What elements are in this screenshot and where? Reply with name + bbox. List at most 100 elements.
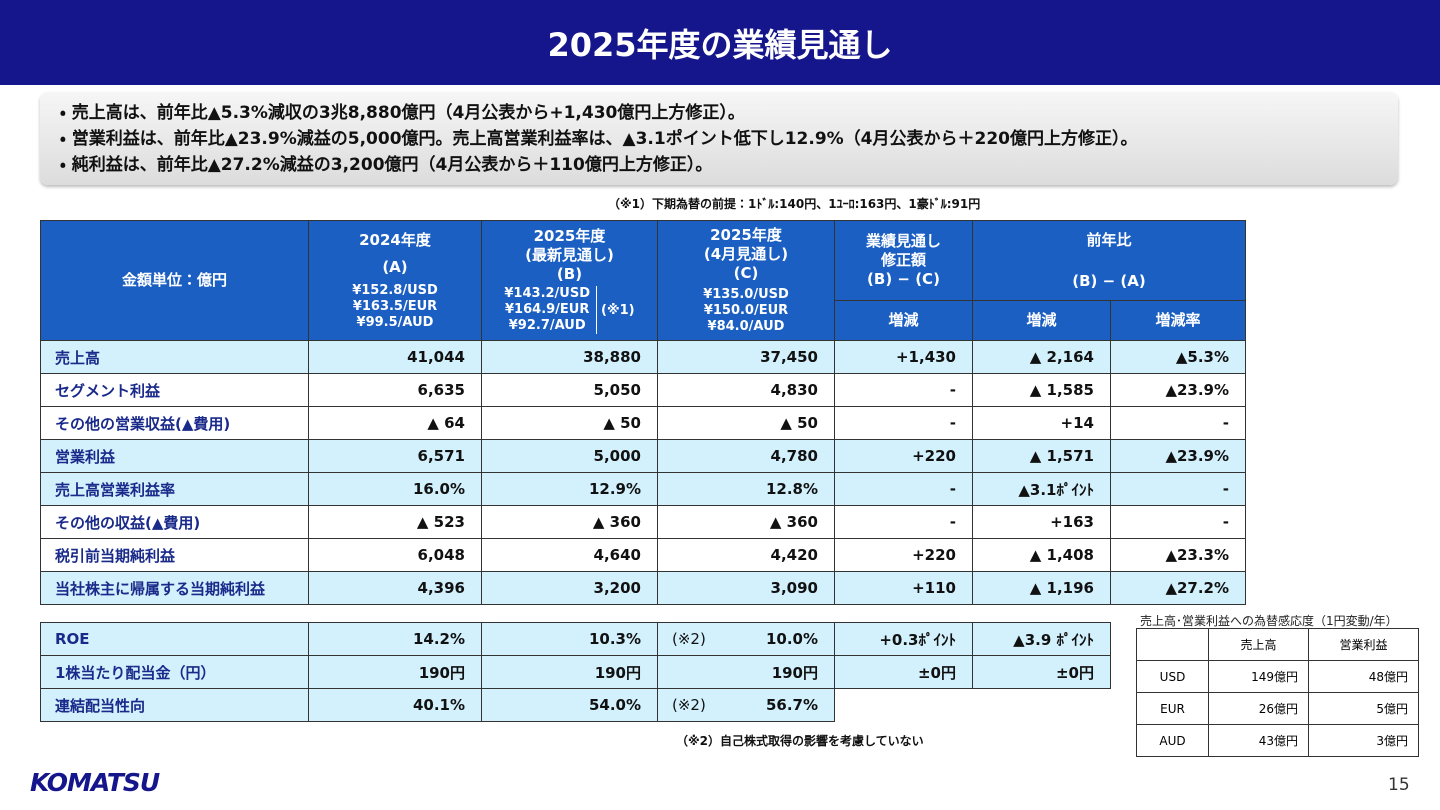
row-label: ROE <box>40 622 309 656</box>
value: 56.7% <box>765 696 818 714</box>
header-cell: 2025年度 (最新見通し) (B) ¥143.2/USD ¥164.9/EUR ¥92.… <box>481 220 658 341</box>
rate: ¥92.7/AUD <box>508 318 586 333</box>
table-row: 売上高営業利益率 16.0% 12.9% 12.8% - ▲3.1ﾎﾟｲﾝﾄ - <box>40 472 1247 506</box>
cell-content: (※2) 10.0% <box>659 630 818 648</box>
note: （※2）自己株式取得の影響を考慮していない <box>676 734 924 748</box>
header-cell: 金額単位：億円 <box>40 220 309 341</box>
value-cell: 10.3% <box>481 622 658 656</box>
value-cell: +14 <box>972 406 1111 440</box>
value-cell: 4,396 <box>308 571 482 605</box>
header-cell: 売上高 <box>1208 628 1309 661</box>
header-line: 2025年度 <box>533 227 606 245</box>
table-row: 売上高 営業利益 <box>1136 628 1419 661</box>
value-cell: +220 <box>834 538 973 572</box>
results-table: 金額単位：億円 2024年度 (A) ¥152.8/USD ¥163.5/EUR ¥99… <box>40 220 1247 605</box>
header-line: (B) − (A) <box>1072 271 1146 290</box>
header-line: (A) <box>382 257 408 276</box>
ratio-table: ROE 14.2% 10.3% (※2) 10.0% +0.3ﾎﾟｲﾝﾄ ▲3.9 ﾎﾟｲﾝ… <box>40 622 1111 722</box>
value-cell: ▲ 64 <box>308 406 482 440</box>
value-cell: - <box>834 406 973 440</box>
rates: ¥152.8/USD ¥163.5/EUR ¥99.5/AUD <box>310 282 481 331</box>
header-line: 2025年度 <box>710 226 782 244</box>
cell-content: (※2) 56.7% <box>659 696 818 714</box>
value-cell: ▲ 1,585 <box>972 373 1111 407</box>
value-cell: ▲3.1ﾎﾟｲﾝﾄ <box>972 472 1111 506</box>
value-cell: ▲ 1,196 <box>972 571 1111 605</box>
value-cell: ▲23.3% <box>1109 538 1247 572</box>
rate: ¥150.0/EUR <box>703 303 789 318</box>
row-label: EUR <box>1136 692 1209 725</box>
value-cell: ▲5.3% <box>1109 340 1247 374</box>
value-cell: ▲ 1,571 <box>972 439 1111 473</box>
rate: ¥164.9/EUR <box>505 302 590 317</box>
header-cell: 増減率 <box>1109 300 1247 341</box>
value-cell: +0.3ﾎﾟｲﾝﾄ <box>834 622 973 656</box>
value-cell: 12.8% <box>657 472 835 506</box>
note-mark: (※2) <box>672 696 706 714</box>
rate: ¥135.0/USD <box>703 287 789 302</box>
row-label: 売上高 <box>40 340 309 374</box>
value-cell: +110 <box>834 571 973 605</box>
row-label: AUD <box>1136 724 1209 757</box>
table-row: ROE 14.2% 10.3% (※2) 10.0% +0.3ﾎﾟｲﾝﾄ ▲3.9 ﾎﾟｲﾝ… <box>40 622 1111 656</box>
value-cell: ▲27.2% <box>1109 571 1247 605</box>
summary-box: ・ 売上高は、前年比▲5.3%減収の3兆8,880億円（4月公表から+1,430… <box>40 92 1398 185</box>
row-label: 営業利益 <box>40 439 309 473</box>
row-label: 税引前当期純利益 <box>40 538 309 572</box>
value: 10.0% <box>765 630 818 648</box>
value-cell: 3億円 <box>1308 724 1419 757</box>
table-row: セグメント利益 6,635 5,050 4,830- ▲ 1,585 ▲23.9% <box>40 373 1247 407</box>
rates: ¥135.0/USD ¥150.0/EUR ¥84.0/AUD <box>659 287 834 335</box>
value-cell: 4,830 <box>657 373 835 407</box>
value-cell: 26億円 <box>1208 692 1309 725</box>
header-line: (B) <box>556 265 583 283</box>
header-line: 前年比 <box>1086 230 1132 249</box>
value-cell: ▲ 50 <box>657 406 835 440</box>
rates: ¥143.2/USD ¥164.9/EUR ¥92.7/AUD <box>504 286 598 334</box>
table-row: 1株当たり配当金（円） 190円 190円 190円 ±0円 ±0円 <box>40 655 1111 689</box>
value-cell: +1,430 <box>834 340 973 374</box>
value-cell: 190円 <box>308 655 482 689</box>
value-cell: 48億円 <box>1308 660 1419 693</box>
value-cell: 4,420 <box>657 538 835 572</box>
sensitivity-table: 売上高 営業利益 USD 149億円 48億円 EUR 26億円 5億円 AUD 43億円 3億円 <box>1136 628 1419 757</box>
summary-line: ・ 営業利益は、前年比▲23.9%減益の5,000億円。売上高営業利益率は、▲3… <box>60 129 1138 149</box>
value-cell: 6,635 <box>308 373 482 407</box>
value-cell: 54.0% <box>481 688 658 722</box>
value-cell: 190円 <box>481 655 658 689</box>
value-cell: ▲ 50 <box>481 406 658 440</box>
header-cell: 営業利益 <box>1308 628 1419 661</box>
row-label: 売上高営業利益率 <box>40 472 309 506</box>
row-label: 当社株主に帰属する当期純利益 <box>40 571 309 605</box>
table-row: 税引前当期純利益 6,048 4,640 4,420 +220 ▲ 1,408 ▲23.3% <box>40 538 1247 572</box>
value-cell: 4,780 <box>657 439 835 473</box>
rate: ¥163.5/EUR <box>352 298 438 314</box>
sensitivity-title: 売上高･営業利益への為替感応度（1円変動/年） <box>1140 614 1398 628</box>
table-row: 連結配当性向 40.1% 54.0% (※2) 56.7% <box>40 688 1111 722</box>
rate: ¥152.8/USD <box>352 282 438 298</box>
header-cell: 2024年度 (A) ¥152.8/USD ¥163.5/EUR ¥99.5/AUD <box>308 220 482 341</box>
value-cell: 190円 <box>657 655 835 689</box>
header-line: (C) <box>733 264 759 282</box>
value-cell: - <box>834 373 973 407</box>
value-cell: ▲ 1,408 <box>972 538 1111 572</box>
value-cell: +163 <box>972 505 1111 539</box>
value-cell: +220 <box>834 439 973 473</box>
value-cell: ▲ 360 <box>657 505 835 539</box>
header-cell: 増減 <box>834 300 973 341</box>
value-cell: 6,048 <box>308 538 482 572</box>
summary-line: ・ 純利益は、前年比▲27.2%減益の3,200億円（4月公表から＋110億円上… <box>60 155 713 175</box>
header-line: (最新見通し) <box>525 246 614 264</box>
value-cell: 37,450 <box>657 340 835 374</box>
table-row: USD 149億円 48億円 <box>1136 660 1419 693</box>
table-row: 売上高 41,044 38,880 37,450 +1,430 ▲ 2,164 ▲5.3% <box>40 340 1247 374</box>
table-row: 営業利益 6,571 5,000 4,780 +220 ▲ 1,571 ▲23.9% <box>40 439 1247 473</box>
note-mark: (※1) <box>601 302 635 318</box>
note-mark: (※2) <box>672 630 706 648</box>
value-cell: 6,571 <box>308 439 482 473</box>
table-row: その他の収益(▲費用) ▲ 523 ▲ 360 ▲ 360- +163- <box>40 505 1247 539</box>
row-label: 1株当たり配当金（円） <box>40 655 309 689</box>
page-number: 15 <box>1388 775 1410 795</box>
header-cell: 2025年度 (4月見通し) (C) ¥135.0/USD ¥150.0/EUR ¥84.… <box>657 220 835 341</box>
value-cell: ▲ 523 <box>308 505 482 539</box>
